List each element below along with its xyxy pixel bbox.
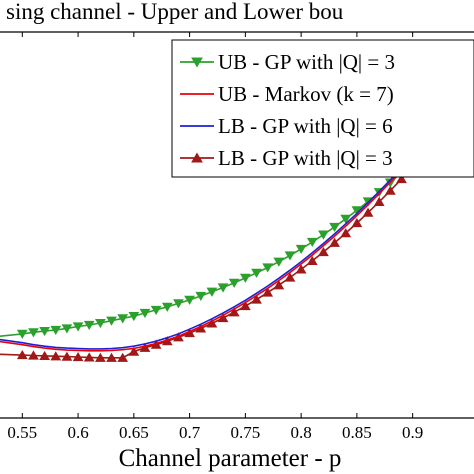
legend: UB - GP with |Q| = 3 UB - Markov (k = 7) L… [171, 39, 474, 178]
data-point [39, 350, 50, 360]
data-point [262, 263, 274, 273]
data-point [117, 314, 129, 324]
data-point [28, 328, 39, 338]
data-point [284, 251, 296, 261]
data-point [262, 287, 274, 297]
legend-label: LB - GP with |Q| = 6 [218, 114, 393, 138]
data-point [139, 342, 151, 352]
data-point [384, 185, 396, 195]
data-point [318, 246, 329, 257]
x-tick-label: 0.85 [342, 423, 372, 442]
data-point [340, 228, 352, 238]
data-point [373, 196, 385, 206]
x-tick-label: 0.55 [7, 423, 37, 442]
plot-area [0, 31, 474, 419]
data-point [161, 302, 173, 312]
data-point [128, 346, 140, 356]
x-tick-label: 0.65 [119, 423, 149, 442]
data-point [284, 272, 296, 282]
data-point [39, 327, 50, 337]
series-line [0, 87, 470, 350]
x-tick-label: 0.9 [402, 423, 423, 442]
data-point [206, 287, 218, 297]
data-point [228, 278, 240, 288]
data-point [106, 316, 117, 326]
data-point [173, 299, 184, 309]
data-point [329, 237, 340, 247]
legend-label: UB - GP with |Q| = 3 [218, 50, 395, 74]
data-point [239, 273, 251, 283]
data-point [28, 350, 39, 360]
series-group [0, 89, 470, 352]
data-point [117, 352, 129, 362]
data-point [329, 222, 340, 232]
data-point [150, 305, 162, 315]
x-tick-label: 0.8 [291, 423, 312, 442]
data-point [95, 352, 106, 362]
x-tick-label: 0.7 [179, 423, 201, 442]
data-point [128, 311, 140, 322]
data-point [295, 264, 307, 274]
data-point [83, 352, 95, 362]
chart-title: sing channel - Upper and Lower bou [6, 0, 344, 24]
data-point [95, 318, 106, 329]
data-point [217, 283, 229, 293]
data-point [184, 295, 195, 305]
data-point [206, 318, 218, 328]
x-axis-ticks: 0.55 0.6 0.65 0.7 0.75 0.8 0.85 0.9 [7, 32, 423, 442]
data-point [16, 329, 28, 339]
data-point [306, 237, 318, 248]
data-point [16, 350, 28, 360]
data-point [362, 207, 374, 217]
data-point [239, 301, 251, 311]
data-point [340, 214, 352, 224]
legend-box [171, 39, 474, 178]
data-point [251, 294, 262, 304]
data-point [318, 230, 329, 240]
x-tick-label: 0.75 [230, 423, 260, 442]
data-point [351, 218, 363, 228]
x-axis-label: Channel parameter - p [119, 445, 342, 472]
x-tick-label: 0.6 [67, 423, 88, 442]
data-point [306, 255, 318, 265]
legend-label: UB - Markov (k = 7) [218, 82, 394, 106]
data-point [72, 351, 84, 362]
data-point [195, 291, 207, 302]
data-point [191, 57, 203, 68]
data-point [217, 312, 229, 323]
series-group [0, 94, 474, 362]
data-point [61, 324, 73, 334]
data-point [295, 244, 307, 254]
legend-label: LB - GP with |Q| = 3 [218, 146, 393, 170]
data-point [106, 352, 117, 362]
data-point [228, 307, 240, 317]
series-group [0, 87, 470, 350]
data-point [139, 308, 151, 319]
data-point [61, 351, 73, 361]
data-point [50, 325, 62, 336]
series-line [0, 89, 470, 352]
data-point [273, 257, 285, 267]
data-point [83, 320, 95, 331]
data-point [273, 280, 285, 290]
data-point [72, 322, 84, 332]
data-point [50, 351, 62, 361]
data-point [251, 268, 262, 278]
data-point [191, 152, 203, 163]
data-point [396, 174, 407, 184]
